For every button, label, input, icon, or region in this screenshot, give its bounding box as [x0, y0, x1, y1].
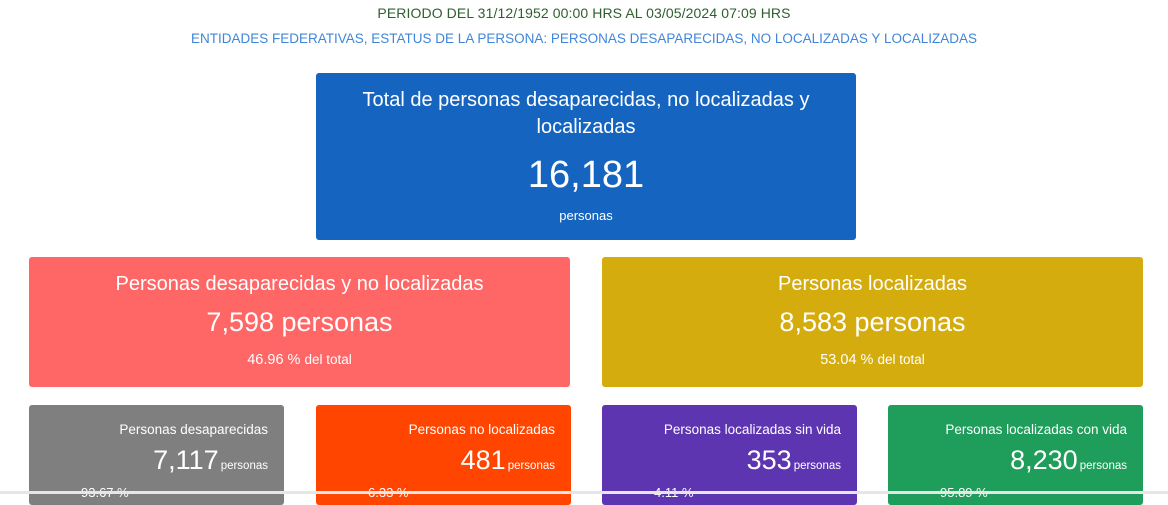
located-alive-card: Personas localizadas con vida 8,230 perso… [888, 405, 1143, 505]
bottom-divider [0, 491, 1168, 494]
missing-percent-value: 46.96 % [247, 352, 301, 368]
not-located-unit: personas [507, 460, 555, 472]
located-alive-value: 8,230 personas [1010, 445, 1127, 476]
total-value: 16,181 [527, 154, 645, 196]
located-card-value: 8,583 personas [779, 307, 966, 337]
located-alive-number: 8,230 [1010, 445, 1078, 475]
missing-persons-label: Personas desaparecidas [119, 422, 268, 437]
located-percent-value: 53.04 % [820, 352, 874, 368]
located-percent-suffix: del total [877, 352, 925, 367]
missing-persons-value: 7,117 personas [153, 445, 268, 476]
missing-persons-number: 7,117 [153, 445, 219, 475]
missing-card-value: 7,598 personas [206, 307, 393, 337]
located-dead-card: Personas localizadas sin vida 353 persona… [602, 405, 857, 505]
total-label: Total de personas desaparecidas, no loca… [362, 89, 810, 138]
not-located-value: 481 personas [461, 445, 555, 476]
located-card-label: Personas localizadas [778, 273, 967, 295]
period-text: PERIODO DEL 31/12/1952 00:00 HRS AL 03/0… [377, 5, 791, 21]
report-subtitle: ENTIDADES FEDERATIVAS, ESTATUS DE LA PER… [191, 31, 977, 46]
located-dead-label: Personas localizadas sin vida [663, 422, 841, 437]
missing-percent-suffix: del total [304, 352, 352, 367]
missing-card-percent: 46.96 % del total [29, 352, 570, 368]
located-dead-number: 353 [746, 445, 792, 475]
total-unit: personas [559, 208, 613, 223]
missing-card-label: Personas desaparecidas y no localizadas [115, 273, 484, 295]
located-dead-value: 353 personas [747, 445, 841, 476]
not-located-label: Personas no localizadas [408, 422, 555, 437]
located-card: Personas localizadas 8,583 personas 53.0… [602, 257, 1143, 387]
located-dead-unit: personas [793, 460, 841, 472]
missing-persons-unit: personas [220, 460, 268, 472]
located-alive-unit: personas [1079, 460, 1127, 472]
located-card-percent: 53.04 % del total [602, 352, 1143, 368]
missing-and-not-located-card: Personas desaparecidas y no localizadas … [29, 257, 570, 387]
located-alive-label: Personas localizadas con vida [945, 422, 1127, 437]
not-located-number: 481 [460, 445, 506, 475]
total-card: Total de personas desaparecidas, no loca… [316, 73, 856, 240]
